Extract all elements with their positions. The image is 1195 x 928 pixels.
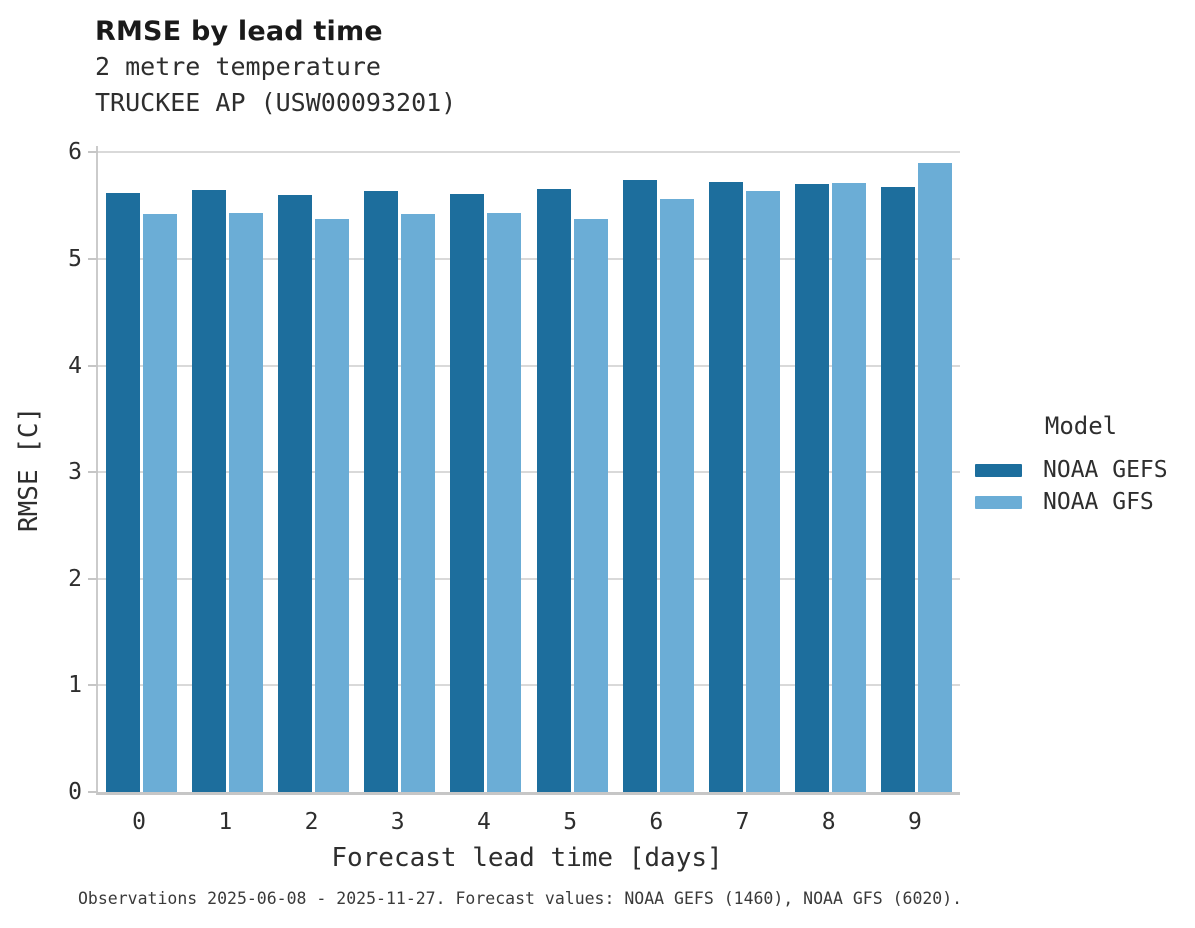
bar-group-lead-7 [701, 146, 787, 792]
y-tick-mark-1 [88, 684, 98, 687]
legend-item-noaa-gefs: NOAA GEFS [975, 454, 1187, 486]
x-tick-label-5: 5 [563, 809, 578, 835]
y-tick-label-2: 2 [68, 565, 82, 592]
y-tick-label-1: 1 [68, 672, 82, 699]
plot-area: 0 1 2 3 4 5 6 [68, 139, 960, 805]
y-tick-mark-4 [88, 364, 98, 367]
legend-swatch-noaa-gfs [975, 495, 1022, 509]
bar-noaa-gfs-lead-5 [573, 218, 608, 792]
bar-noaa-gfs-lead-1 [228, 213, 263, 792]
y-tick-label-3: 3 [68, 459, 82, 486]
bar-noaa-gfs-lead-3 [401, 214, 436, 792]
y-gridline-6 [98, 151, 960, 154]
legend-label-noaa-gefs: NOAA GEFS [1043, 457, 1168, 483]
bar-noaa-gfs-lead-0 [142, 214, 177, 792]
y-gridline-5 [98, 258, 960, 260]
bar-group-lead-5 [529, 146, 615, 792]
x-tick-label-1: 1 [218, 809, 233, 835]
y-gridline-2 [98, 577, 960, 580]
y-gridline-4 [98, 364, 960, 367]
y-tick-label-4: 4 [68, 352, 82, 379]
legend-swatch-noaa-gefs [975, 463, 1022, 477]
y-tick-mark-6 [88, 151, 98, 154]
bar-noaa-gfs-lead-7 [746, 190, 781, 792]
bar-noaa-gefs-lead-4 [450, 193, 485, 792]
y-tick-label-5: 5 [68, 246, 82, 272]
chart-subtitle-variable: 2 metre temperature [95, 52, 381, 81]
legend: Model NOAA GEFS NOAA GFS [975, 412, 1187, 518]
legend-item-noaa-gfs: NOAA GFS [975, 486, 1187, 518]
x-tick-label-3: 3 [390, 809, 405, 835]
bar-noaa-gfs-lead-8 [832, 183, 867, 792]
y-tick-label-0: 0 [68, 779, 82, 805]
bar-noaa-gefs-lead-3 [364, 190, 399, 792]
bar-noaa-gefs-lead-0 [105, 192, 140, 792]
x-tick-label-9: 9 [908, 809, 922, 835]
bar-noaa-gefs-lead-9 [881, 186, 916, 792]
x-axis-tick-labels: 0 1 2 3 4 5 6 7 8 9 [96, 809, 958, 835]
chart-title: RMSE by lead time [95, 16, 383, 47]
y-tick-mark-2 [88, 577, 98, 580]
bar-noaa-gefs-lead-2 [278, 195, 312, 792]
bar-noaa-gfs-lead-6 [659, 199, 694, 792]
x-tick-label-8: 8 [821, 809, 836, 835]
bar-noaa-gfs-lead-4 [487, 213, 522, 792]
x-tick-label-0: 0 [132, 809, 147, 835]
x-axis-title: Forecast lead time [days] [331, 843, 723, 873]
bar-noaa-gfs-lead-2 [315, 218, 349, 792]
chart-subtitle-station: TRUCKEE AP (USW00093201) [95, 88, 457, 117]
bar-noaa-gfs-lead-9 [918, 163, 953, 792]
legend-title: Model [1044, 412, 1118, 440]
bar-noaa-gefs-lead-5 [536, 188, 571, 792]
bar-group-lead-6 [615, 146, 701, 792]
y-gridline-3 [98, 471, 960, 474]
x-tick-label-2: 2 [304, 809, 319, 835]
x-tick-label-6: 6 [649, 809, 664, 835]
bar-group-lead-9 [874, 146, 960, 792]
y-tick-label-6: 6 [68, 139, 82, 166]
bar-noaa-gefs-lead-8 [795, 184, 830, 792]
bar-group-lead-0 [98, 146, 184, 792]
bar-group-lead-1 [184, 146, 270, 792]
legend-label-noaa-gfs: NOAA GFS [1043, 489, 1154, 515]
bar-noaa-gefs-lead-6 [622, 180, 657, 792]
bar-noaa-gefs-lead-7 [709, 182, 744, 792]
bar-group-lead-3 [357, 146, 443, 792]
x-tick-label-4: 4 [476, 809, 491, 835]
footnote-caption: Observations 2025-06-08 - 2025-11-27. Fo… [78, 889, 963, 908]
y-tick-mark-0 [88, 791, 98, 793]
bar-group-lead-4 [443, 146, 529, 792]
bar-group-lead-8 [788, 146, 874, 792]
chart-header: RMSE by lead time 2 metre temperature TR… [95, 16, 456, 119]
y-gridline-1 [98, 684, 960, 687]
x-tick-label-7: 7 [735, 809, 750, 835]
bar-series-container [98, 146, 960, 792]
bar-group-lead-2 [270, 146, 356, 792]
y-tick-mark-5 [88, 258, 98, 260]
y-tick-mark-3 [88, 471, 98, 474]
bar-noaa-gefs-lead-1 [191, 189, 226, 792]
